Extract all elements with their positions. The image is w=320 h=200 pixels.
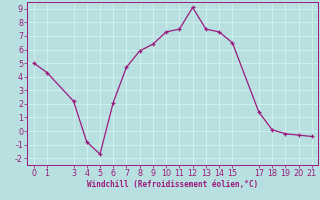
X-axis label: Windchill (Refroidissement éolien,°C): Windchill (Refroidissement éolien,°C) (87, 180, 258, 189)
